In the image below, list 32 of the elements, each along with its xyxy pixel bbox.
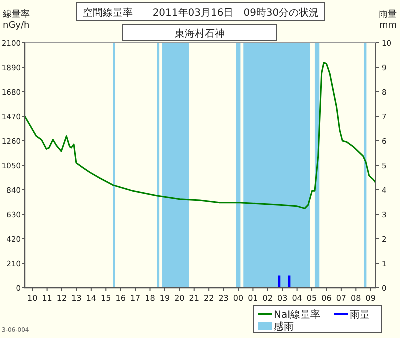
x-tick-label: 01 <box>248 294 258 303</box>
x-tick-label: 07 <box>336 294 347 303</box>
x-tick-label: 00 <box>233 294 244 303</box>
chart-title: 空間線量率 2011年03月16日 09時30分の状況 <box>82 7 320 19</box>
y-axis-title: 線量率 nGy/h <box>2 9 30 31</box>
x-tick-label: 19 <box>160 294 170 303</box>
legend-label: NaI線量率 <box>274 309 321 321</box>
x-tick-label: 20 <box>174 294 185 303</box>
legend-label: 感雨 <box>274 321 294 333</box>
x-tick-label: 06 <box>322 294 332 303</box>
x-tick-label: 10 <box>28 294 38 303</box>
x-tick-label: 09 <box>366 294 376 303</box>
x-tick-label: 03 <box>278 294 288 303</box>
legend-label: 雨量 <box>350 310 370 321</box>
x-tick-label: 02 <box>262 294 273 303</box>
y2-axis-title: 雨量 mm <box>379 9 397 31</box>
chart-subtitle: 東海村石神 <box>175 28 225 40</box>
x-tick-label: 21 <box>189 294 200 303</box>
x-tick-label: 14 <box>86 294 97 303</box>
x-tick-label: 13 <box>72 294 82 303</box>
x-tick-label: 05 <box>306 294 318 303</box>
x-tick-label: 04 <box>292 294 302 303</box>
x-tick-label: 11 <box>42 294 52 303</box>
x-tick-label: 18 <box>145 294 156 303</box>
x-tick-label: 08 <box>351 294 362 303</box>
x-tick-label: 15 <box>101 294 112 303</box>
line-series <box>25 62 376 210</box>
x-tick-label: 16 <box>116 294 126 303</box>
x-tick-label: 22 <box>204 294 214 303</box>
x-tick-label: 12 <box>56 294 68 303</box>
x-tick-label: 17 <box>130 294 141 303</box>
x-tick-label: 23 <box>218 294 229 303</box>
